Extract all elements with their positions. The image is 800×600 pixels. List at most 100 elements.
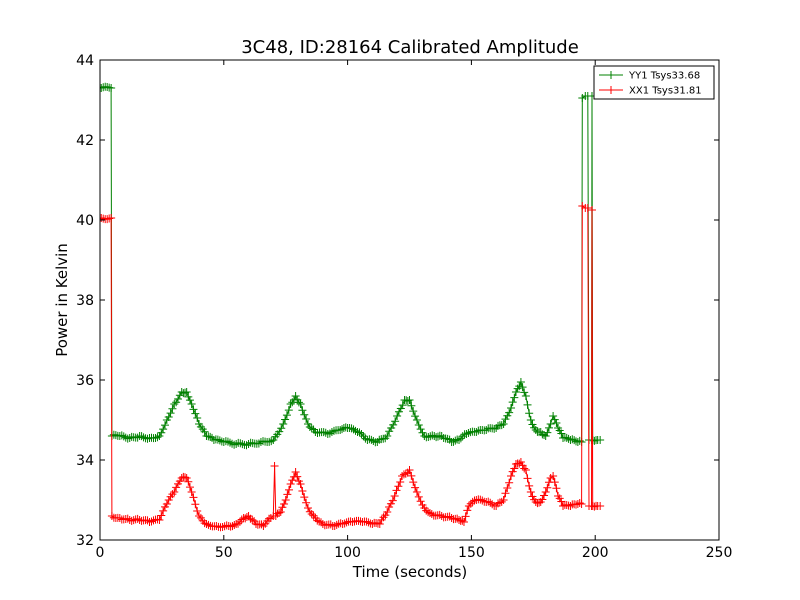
data-point-marker [151, 433, 160, 442]
data-point-marker [458, 432, 467, 441]
data-point-marker [375, 435, 384, 444]
data-point-marker [518, 383, 527, 392]
data-point-marker [365, 435, 374, 444]
data-point-marker [300, 493, 309, 502]
data-point-marker [191, 500, 200, 509]
data-point-marker [538, 495, 547, 504]
data-point-marker [164, 496, 173, 505]
data-point-marker [280, 500, 289, 508]
data-point-marker [133, 514, 142, 523]
data-point-marker [264, 514, 273, 523]
data-point-marker [466, 499, 475, 508]
data-point-marker [459, 518, 468, 526]
data-point-marker [533, 499, 542, 508]
data-point-marker [332, 520, 341, 529]
data-point-marker [432, 433, 441, 442]
data-point-marker [577, 500, 586, 508]
data-point-marker [285, 485, 294, 494]
x-tick-label: 0 [96, 545, 105, 561]
data-point-marker [403, 396, 412, 405]
data-point-marker [453, 514, 462, 523]
data-point-marker [387, 424, 396, 433]
legend-label: YY1 Tsys33.68 [628, 71, 700, 82]
data-point-marker [168, 490, 177, 499]
data-point-marker [447, 514, 456, 522]
data-point-marker [458, 516, 467, 525]
data-point-marker [520, 464, 529, 473]
data-point-marker [123, 434, 132, 443]
data-point-marker [189, 405, 198, 414]
data-point-marker [293, 472, 302, 481]
data-point-marker [218, 522, 227, 531]
data-point-marker [143, 434, 152, 443]
data-point-marker [543, 428, 552, 437]
data-point-marker [303, 504, 312, 512]
data-point-marker [228, 522, 237, 531]
data-point-marker [336, 426, 345, 434]
data-point-marker [254, 439, 263, 448]
data-point-marker [394, 482, 403, 491]
data-point-marker [372, 518, 381, 527]
data-point-marker [497, 497, 506, 506]
data-point-marker [313, 516, 322, 525]
data-point-marker [393, 412, 402, 420]
data-point-marker [416, 425, 425, 434]
y-tick-label: 40 [76, 213, 94, 229]
data-point-marker [508, 398, 517, 407]
data-point-marker [557, 429, 566, 438]
x-axis-label: Time (seconds) [352, 563, 468, 581]
series-2 [100, 202, 605, 532]
data-point-marker [185, 396, 194, 405]
data-point-marker [282, 411, 291, 420]
data-point-marker [507, 472, 516, 480]
data-point-marker [182, 388, 191, 396]
data-point-marker [202, 520, 211, 528]
data-point-marker [525, 481, 534, 490]
data-point-marker [399, 470, 408, 479]
data-point-marker [200, 519, 209, 528]
data-point-marker [388, 496, 397, 505]
x-tick-label: 200 [582, 545, 609, 561]
data-point-marker [127, 516, 136, 525]
data-point-marker [185, 483, 194, 492]
data-point-marker [237, 515, 246, 524]
data-point-marker [172, 483, 181, 492]
data-point-marker [375, 520, 384, 528]
data-point-marker [526, 416, 535, 424]
data-point-marker [427, 510, 436, 518]
data-point-marker [541, 432, 550, 440]
data-point-marker [275, 508, 284, 517]
data-point-marker [409, 407, 418, 416]
data-point-marker [461, 512, 470, 521]
data-point-marker [549, 472, 558, 480]
data-point-marker [357, 430, 366, 439]
data-point-marker [510, 464, 519, 473]
data-point-marker [570, 436, 579, 445]
data-point-marker [544, 423, 553, 432]
data-point-marker [424, 508, 433, 517]
data-point-marker [405, 466, 414, 474]
data-point-marker [418, 428, 427, 437]
data-point-marker [302, 498, 311, 507]
data-point-marker [494, 421, 503, 430]
y-tick-label: 42 [76, 133, 94, 149]
data-point-marker [568, 435, 577, 444]
data-point-marker [193, 413, 202, 422]
series-line [101, 205, 601, 528]
data-point-marker [159, 425, 168, 434]
data-point-marker [267, 437, 276, 446]
data-point-marker [562, 433, 571, 442]
data-point-marker [153, 433, 162, 442]
data-point-marker [321, 428, 330, 437]
data-point-marker [164, 413, 173, 422]
data-point-marker [275, 427, 284, 436]
data-point-marker [281, 496, 290, 504]
data-point-marker [503, 411, 512, 420]
data-point-marker [499, 420, 508, 428]
data-point-marker [302, 415, 311, 424]
data-point-marker [396, 404, 405, 413]
x-tick-label: 250 [706, 545, 733, 561]
data-point-marker [437, 512, 446, 520]
data-point-marker [587, 206, 596, 214]
data-point-marker [298, 406, 307, 415]
